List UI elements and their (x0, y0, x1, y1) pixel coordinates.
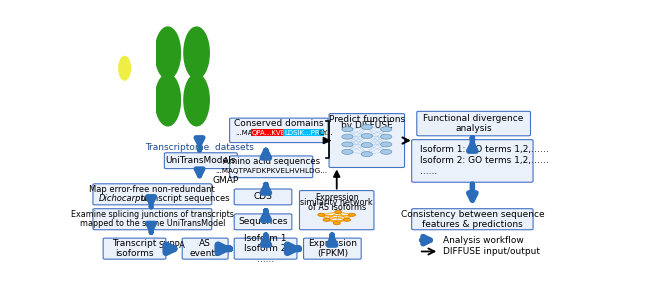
Circle shape (98, 33, 118, 73)
Circle shape (318, 213, 325, 216)
Text: LDSIK...PRY: LDSIK...PRY (284, 130, 324, 136)
FancyBboxPatch shape (234, 214, 292, 230)
Circle shape (184, 74, 209, 126)
Circle shape (335, 210, 342, 213)
FancyBboxPatch shape (234, 189, 292, 205)
Circle shape (155, 74, 180, 126)
Text: Expression
(FPKM): Expression (FPKM) (308, 239, 357, 258)
Circle shape (342, 149, 353, 154)
Circle shape (361, 124, 372, 129)
Circle shape (361, 133, 372, 138)
Text: Sequences: Sequences (238, 217, 288, 226)
Circle shape (349, 213, 355, 216)
Text: ...MAQTPAFDKPKVELHVHLDG...: ...MAQTPAFDKPKVELHVHLDG... (215, 168, 327, 174)
FancyBboxPatch shape (93, 209, 212, 230)
FancyBboxPatch shape (164, 153, 238, 169)
Text: Predict functions: Predict functions (329, 115, 405, 124)
Text: Functional divergence
analysis: Functional divergence analysis (424, 114, 524, 133)
Circle shape (380, 149, 392, 154)
Text: Isoform 1: GO terms 1,2,……: Isoform 1: GO terms 1,2,…… (420, 145, 549, 154)
Circle shape (343, 218, 351, 221)
Circle shape (361, 152, 372, 157)
Text: GMAP: GMAP (213, 176, 239, 185)
Text: ......: ...... (420, 167, 437, 176)
FancyBboxPatch shape (303, 238, 361, 259)
Circle shape (111, 83, 130, 123)
Text: Conserved domains: Conserved domains (234, 119, 324, 128)
FancyBboxPatch shape (230, 156, 313, 178)
Circle shape (134, 48, 153, 88)
FancyBboxPatch shape (93, 184, 212, 205)
FancyBboxPatch shape (103, 238, 166, 259)
Text: Expression: Expression (315, 193, 359, 202)
Text: Consistency between sequence
features & predictions: Consistency between sequence features & … (401, 210, 544, 229)
Circle shape (380, 134, 392, 139)
Text: Analysis workflow: Analysis workflow (443, 236, 524, 245)
Circle shape (119, 56, 130, 80)
Text: UniTransModels: UniTransModels (166, 156, 236, 165)
Circle shape (323, 218, 330, 221)
Circle shape (111, 14, 130, 54)
Circle shape (380, 127, 392, 132)
FancyBboxPatch shape (412, 140, 533, 182)
Text: CDS: CDS (253, 192, 272, 201)
Text: transcript sequences: transcript sequences (141, 194, 230, 203)
FancyBboxPatch shape (417, 111, 530, 136)
FancyBboxPatch shape (329, 113, 405, 168)
Circle shape (333, 222, 340, 225)
Text: SUPPA: SUPPA (158, 241, 185, 250)
FancyBboxPatch shape (299, 191, 374, 230)
Text: DIFFUSE input/output: DIFFUSE input/output (443, 247, 540, 256)
Text: Amino acid sequences: Amino acid sequences (222, 157, 320, 166)
FancyBboxPatch shape (182, 238, 228, 259)
Circle shape (126, 21, 146, 61)
Text: ...MA: ...MA (236, 130, 253, 136)
Circle shape (342, 127, 353, 132)
FancyBboxPatch shape (412, 209, 533, 230)
Text: Isoform 2: GO terms 1,2,……: Isoform 2: GO terms 1,2,…… (420, 156, 549, 165)
Circle shape (361, 143, 372, 148)
Circle shape (126, 76, 146, 116)
Circle shape (155, 27, 180, 79)
FancyBboxPatch shape (234, 238, 297, 259)
Text: Transcriptome  datasets: Transcriptome datasets (145, 143, 254, 152)
Circle shape (342, 134, 353, 139)
Text: Transcript
isoforms: Transcript isoforms (113, 239, 157, 258)
Text: ILY...: ILY... (319, 130, 334, 136)
Text: Isoform 1
Isoform 2
......: Isoform 1 Isoform 2 ...... (244, 234, 287, 263)
Circle shape (98, 64, 118, 103)
Circle shape (342, 142, 353, 147)
Circle shape (380, 142, 392, 147)
FancyBboxPatch shape (230, 118, 328, 143)
Text: Dichocarpum: Dichocarpum (99, 194, 155, 203)
Circle shape (184, 27, 209, 79)
Text: similarity network: similarity network (301, 198, 373, 207)
Text: mapped to the same UniTransModel: mapped to the same UniTransModel (80, 219, 225, 228)
Text: AS
events: AS events (190, 239, 220, 258)
Text: by DIFFUSE: by DIFFUSE (341, 121, 393, 130)
Text: Examine splicing junctions of transcripts: Examine splicing junctions of transcript… (71, 210, 234, 219)
Text: of AS isoforms: of AS isoforms (308, 203, 366, 212)
Text: Map error-free non-redundant: Map error-free non-redundant (89, 185, 215, 194)
Text: QPA...KVE: QPA...KVE (252, 130, 286, 136)
